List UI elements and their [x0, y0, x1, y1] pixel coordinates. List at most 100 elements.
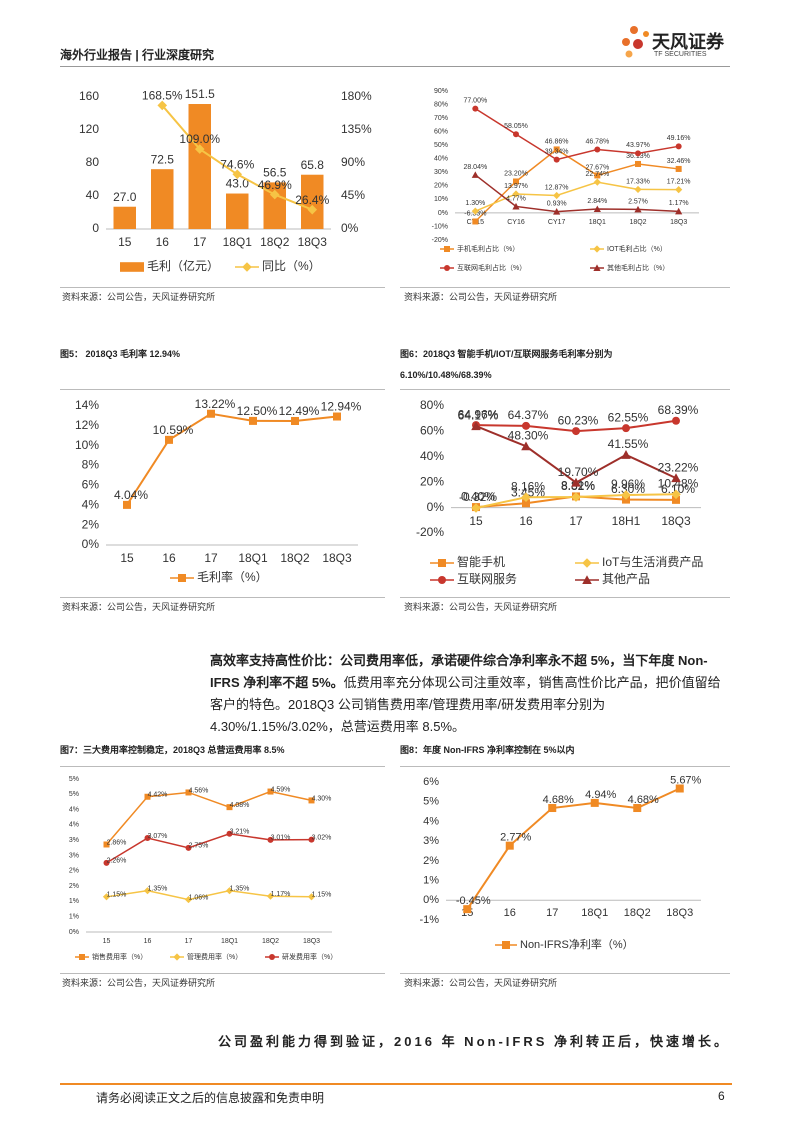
- x-tick-label: 16: [144, 938, 152, 945]
- marker: [594, 172, 601, 179]
- value-label: 2.86%: [107, 839, 127, 846]
- value-label: 4.59%: [271, 786, 291, 793]
- y-tick-label: 90%: [434, 88, 448, 95]
- y-tick-label: 2%: [82, 517, 100, 531]
- y-tick-label: 4%: [69, 822, 79, 829]
- y-tick-label: -20%: [432, 237, 448, 244]
- marker: [633, 804, 642, 813]
- legend-label: 毛利（亿元）: [147, 258, 219, 273]
- line: [126, 412, 338, 506]
- panel-rule: [400, 287, 730, 288]
- y-tick-label: 80%: [420, 398, 444, 412]
- panel-rule: [60, 973, 385, 974]
- marker: [103, 841, 110, 848]
- marker: [103, 859, 110, 866]
- value-label: 32.46%: [667, 158, 691, 165]
- y2-tick-label: 135%: [341, 122, 372, 136]
- value-label: 4.04%: [114, 488, 148, 502]
- marker: [634, 185, 642, 194]
- value-label: 4.30%: [312, 795, 332, 802]
- marker: [672, 495, 680, 504]
- value-label: 17.21%: [667, 178, 691, 185]
- marker: [438, 576, 446, 584]
- marker: [308, 836, 315, 843]
- value-label: 39.34%: [545, 148, 569, 155]
- x-tick-label: 18Q3: [666, 907, 693, 919]
- value-label: 56.5: [263, 166, 287, 180]
- chart: -20% -10% 0% 10% 20% 30% 40% 50% 60% 70% 80% 90% CY1…: [432, 88, 699, 272]
- value-label: 12.49%: [279, 404, 320, 418]
- value-label: 74.6%: [220, 157, 254, 171]
- marker: [553, 146, 560, 153]
- source: 资料来源：公司公告，天风证券研究所: [404, 602, 558, 612]
- y-tick-label: 8%: [82, 458, 100, 472]
- marker: [308, 797, 315, 804]
- value-label: 1.35%: [148, 886, 168, 893]
- value-label: 12.94%: [321, 400, 362, 414]
- value-label: -0.45%: [456, 895, 491, 907]
- y-tick-label: 40%: [434, 156, 448, 163]
- line: [105, 790, 312, 845]
- x-tick-label: 18Q3: [661, 514, 691, 528]
- marker: [675, 143, 682, 150]
- y-tick-label: 2%: [69, 868, 79, 875]
- y2-tick-label: 0%: [341, 221, 359, 235]
- value-label: 1.17%: [669, 200, 689, 207]
- source: 资料来源：公司公告，天风证券研究所: [404, 978, 558, 988]
- y-tick-label: 0: [92, 221, 99, 235]
- value-label: 10.59%: [153, 423, 194, 437]
- x-tick-label: 17: [569, 514, 583, 528]
- marker: [622, 424, 630, 433]
- y-tick-label: 60%: [434, 128, 448, 135]
- value-label: 6.10%: [661, 482, 695, 496]
- y-tick-label: 5%: [69, 776, 79, 783]
- y-tick-label: -20%: [416, 525, 444, 539]
- y-tick-label: -1%: [419, 914, 439, 926]
- caption: 图6：2018Q3 智能手机/IOT/互联网服务毛利率分别为6.10%/10.4…: [400, 349, 613, 380]
- line: [475, 181, 679, 212]
- x-tick-label: 18Q1: [581, 907, 608, 919]
- marker: [593, 245, 601, 253]
- value-label: 1.35%: [230, 886, 250, 893]
- x-tick-label: 17: [546, 907, 558, 919]
- y-tick-label: 5%: [69, 791, 79, 798]
- caption: 图5： 2018Q3 毛利率 12.94%: [60, 349, 181, 359]
- value-label: 4.08%: [230, 802, 250, 809]
- value-label: 41.55%: [608, 437, 649, 451]
- x-tick-label: 18Q1: [589, 219, 606, 226]
- value-label: 23.22%: [658, 460, 699, 474]
- value-label: 10.48%: [658, 476, 699, 490]
- x-tick-label: 18Q1: [223, 235, 253, 249]
- y-tick-label: 1%: [423, 874, 439, 886]
- x-tick-label: 17: [204, 551, 218, 565]
- y-tick-label: 4%: [423, 815, 439, 827]
- bar: [188, 104, 211, 229]
- marker: [594, 146, 601, 153]
- caption: 图8：年度 Non-IFRS 净利率控制在 5%以内: [400, 745, 575, 755]
- marker: [675, 207, 683, 215]
- marker: [548, 804, 557, 813]
- marker: [572, 427, 580, 436]
- line: [474, 174, 679, 213]
- marker: [249, 416, 257, 425]
- value-label: 12.50%: [237, 404, 278, 418]
- value-label: 3.01%: [271, 835, 291, 842]
- y-tick-label: 50%: [434, 142, 448, 149]
- marker: [307, 893, 316, 901]
- marker: [671, 473, 681, 483]
- logo-icon: [622, 26, 649, 58]
- marker: [185, 789, 192, 796]
- y-tick-label: 14%: [75, 398, 99, 412]
- marker: [521, 441, 531, 451]
- value-label: 43.0: [226, 177, 250, 191]
- source: 资料来源：公司公告，天风证券研究所: [62, 602, 216, 612]
- marker: [590, 798, 599, 807]
- marker: [502, 941, 510, 949]
- y-tick-label: 20%: [420, 474, 444, 488]
- marker: [185, 844, 192, 851]
- logo-sub: TF SECURITIES: [654, 51, 707, 58]
- value-label: 8.16%: [511, 479, 545, 493]
- y-tick-label: 80: [86, 155, 100, 169]
- y-tick-label: 30%: [434, 169, 448, 176]
- marker: [267, 836, 274, 843]
